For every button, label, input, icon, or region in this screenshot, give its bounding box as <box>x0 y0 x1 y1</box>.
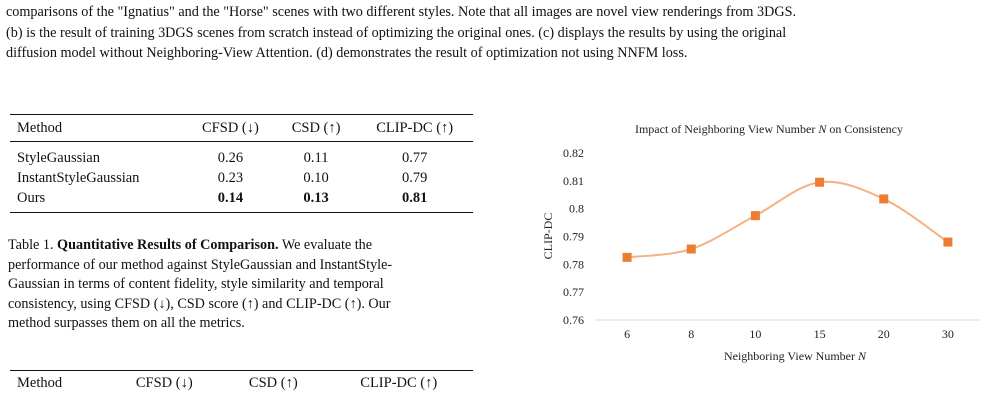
x-tick-label: 15 <box>814 327 826 341</box>
table-row: StyleGaussian 0.26 0.11 0.77 <box>10 142 473 169</box>
data-point-6 <box>622 252 632 262</box>
cell-cfsd: 0.14 <box>217 189 244 206</box>
x-tick-labels: 6 8 10 15 20 30 <box>624 327 954 341</box>
cell-clipdc: 0.81 <box>401 189 428 206</box>
x-tick-label: 6 <box>624 327 630 341</box>
caption-line: Gaussian in terms of content fidelity, s… <box>8 276 384 292</box>
results-table-1: Method CFSD (↓) CSD (↑) CLIP-DC (↑) Styl… <box>10 114 473 213</box>
table-header-row: Method CFSD (↓) CSD (↑) CLIP-DC (↑) <box>10 371 473 396</box>
y-tick-label: 0.76 <box>563 313 584 327</box>
cell-clipdc: 0.79 <box>401 169 428 186</box>
y-axis-label: CLIP-DC <box>541 213 555 260</box>
data-point-15 <box>815 177 825 187</box>
table-caption: Table 1. Quantitative Results of Compari… <box>8 236 478 334</box>
y-tick-label: 0.79 <box>563 230 584 244</box>
header-cfsd: CFSD (↓) <box>185 114 276 142</box>
cell-csd: 0.13 <box>303 189 329 206</box>
top-paragraph: comparisons of the "Ignatius" and the "H… <box>6 2 1001 64</box>
cell-method: InstantStyleGaussian <box>17 169 140 186</box>
header-method: Method <box>17 374 63 391</box>
y-tick-label: 0.81 <box>563 174 584 188</box>
data-point-8 <box>686 244 696 254</box>
cell-cfsd: 0.23 <box>217 169 244 186</box>
results-table-2: Method CFSD (↓) CSD (↑) CLIP-DC (↑) <box>10 370 473 395</box>
cell-method: StyleGaussian <box>17 149 100 166</box>
consistency-line-chart: Impact of Neighboring View Number N on C… <box>541 122 980 363</box>
x-tick-label: 30 <box>942 327 954 341</box>
data-point-10 <box>750 211 760 221</box>
table-row: InstantStyleGaussian 0.23 0.10 0.79 <box>10 168 473 188</box>
cell-clipdc: 0.77 <box>401 149 428 166</box>
caption-line: method surpasses them on all the metrics… <box>8 315 245 331</box>
y-tick-label: 0.82 <box>563 146 584 160</box>
y-tick-label: 0.8 <box>569 202 584 216</box>
table-header-row: Method CFSD (↓) CSD (↑) CLIP-DC (↑) <box>10 114 473 142</box>
header-clipdc: CLIP-DC (↑) <box>360 374 438 391</box>
cell-method: Ours <box>17 189 46 206</box>
table-row: Ours 0.14 0.13 0.81 <box>10 188 473 213</box>
header-csd: CSD (↑) <box>248 374 298 391</box>
data-point-30 <box>943 237 953 247</box>
header-method: Method <box>10 114 186 142</box>
chart-title: Impact of Neighboring View Number N on C… <box>635 122 903 136</box>
header-clipdc: CLIP-DC (↑) <box>356 114 473 142</box>
cell-cfsd: 0.26 <box>217 149 244 166</box>
cell-csd: 0.11 <box>303 149 329 166</box>
data-point-20 <box>879 194 889 204</box>
y-tick-label: 0.77 <box>563 285 584 299</box>
x-tick-label: 10 <box>749 327 761 341</box>
x-tick-label: 20 <box>878 327 890 341</box>
x-tick-label: 8 <box>688 327 694 341</box>
caption-label: Table 1. <box>8 237 54 253</box>
series-markers <box>622 177 953 262</box>
header-csd: CSD (↑) <box>275 114 357 142</box>
top-paragraph-line: comparisons of the "Ignatius" and the "H… <box>6 4 797 20</box>
cell-csd: 0.10 <box>303 169 329 186</box>
y-tick-label: 0.78 <box>563 257 584 271</box>
series-line <box>626 180 949 259</box>
x-axis-label: Neighboring View Number N <box>724 349 867 363</box>
top-paragraph-line: (b) is the result of training 3DGS scene… <box>6 24 787 41</box>
y-tick-labels: 0.76 0.77 0.78 0.79 0.8 0.81 0.82 <box>563 146 584 327</box>
caption-title: Quantitative Results of Comparison. <box>57 237 279 253</box>
caption-line: consistency, using CFSD (↓), CSD score (… <box>8 295 391 312</box>
caption-line: performance of our method against StyleG… <box>8 256 393 273</box>
header-cfsd: CFSD (↓) <box>135 374 193 391</box>
caption-line: We evaluate the <box>278 237 373 253</box>
top-paragraph-line: diffusion model without Neighboring-View… <box>6 45 688 61</box>
